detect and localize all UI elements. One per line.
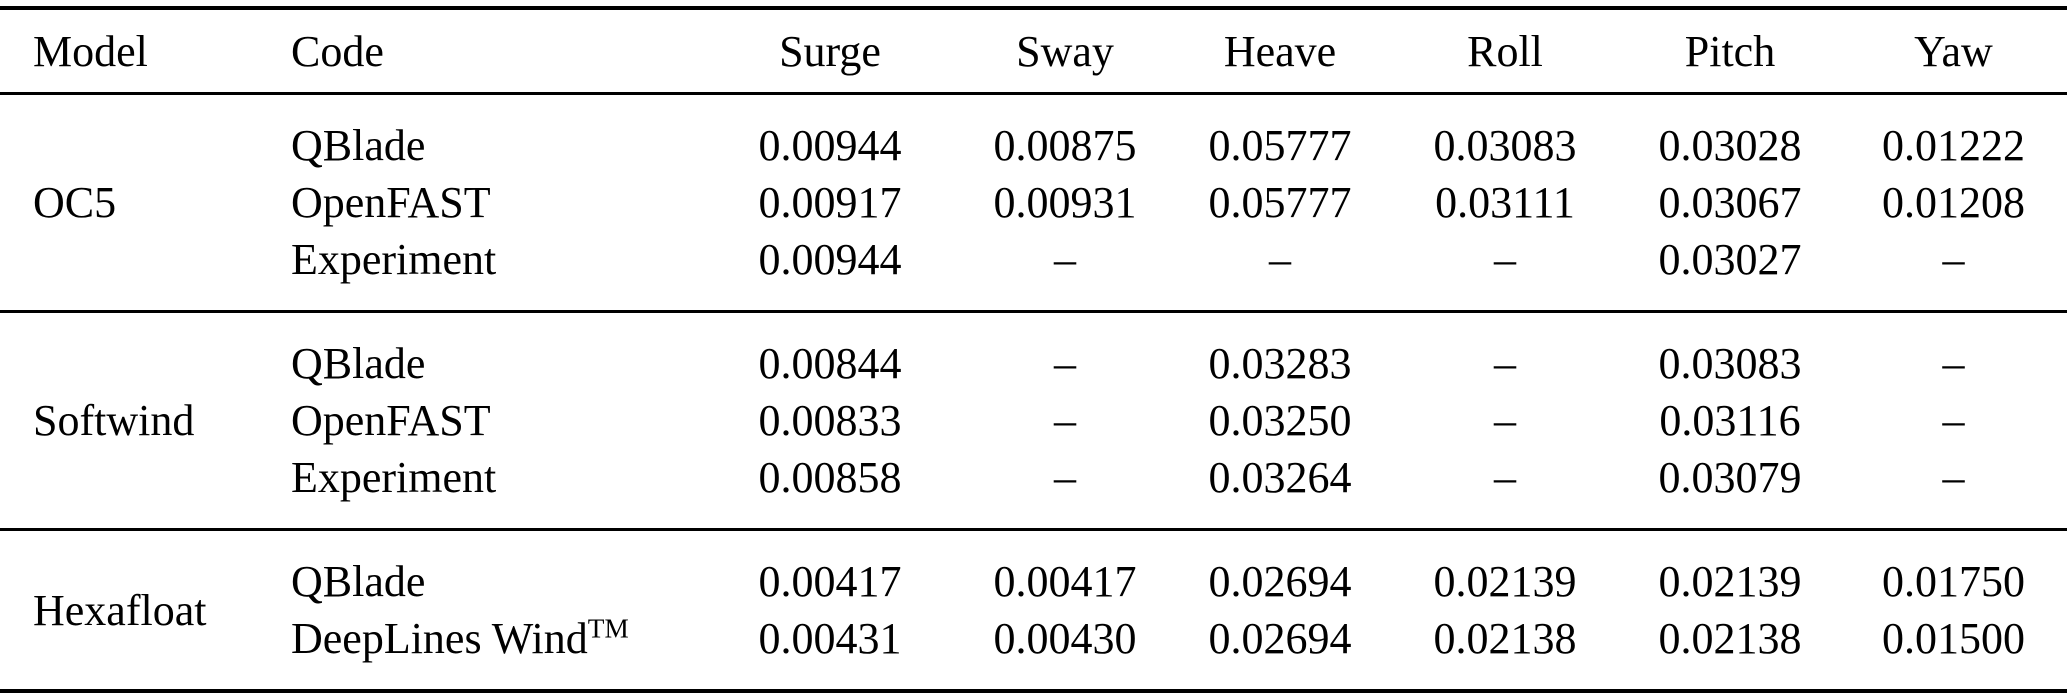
header-row: Model Code Surge Sway Heave Roll Pitch Y… — [0, 8, 2067, 94]
code-cell: Experiment — [291, 453, 497, 502]
value-cell-roll: – — [1494, 453, 1516, 502]
value-cell-pitch: 0.03067 — [1658, 178, 1802, 227]
value-cell-surge: 0.00431 — [758, 614, 902, 663]
value-cell-roll: 0.03111 — [1435, 178, 1575, 227]
model-cell: Softwind — [33, 396, 195, 445]
value-cell-sway: 0.00417 — [993, 557, 1137, 606]
column-header-heave: Heave — [1223, 26, 1337, 76]
model-cell: OC5 — [33, 178, 117, 227]
table-header: Model Code Surge Sway Heave Roll Pitch Y… — [0, 8, 2067, 94]
value-cell-yaw: – — [1942, 453, 1965, 502]
value-cell-surge: 0.00844 — [758, 339, 902, 388]
value-cell-roll: – — [1494, 339, 1516, 388]
code-label: DeepLines Wind — [291, 614, 588, 663]
value-cell-roll: 0.03083 — [1433, 121, 1577, 170]
value-cell-surge: 0.00944 — [758, 235, 902, 284]
value-cell-roll: 0.02138 — [1433, 614, 1577, 663]
column-header-roll: Roll — [1467, 26, 1543, 76]
group-oc5: OC5 QBlade 0.00944 0.00875 0.05777 0.030… — [0, 94, 2067, 312]
value-cell-surge: 0.00944 — [758, 121, 902, 170]
value-cell-yaw: – — [1942, 339, 1965, 388]
column-header-surge: Surge — [779, 26, 881, 76]
value-cell-heave: – — [1269, 235, 1291, 284]
value-cell-heave: 0.02694 — [1208, 557, 1352, 606]
value-cell-sway: 0.00875 — [993, 121, 1137, 170]
value-cell-yaw: 0.01222 — [1882, 121, 2025, 170]
value-cell-yaw: 0.01500 — [1882, 614, 2025, 663]
results-table: Model Code Surge Sway Heave Roll Pitch Y… — [0, 6, 2067, 693]
column-header-pitch: Pitch — [1684, 26, 1776, 76]
table-row: Softwind QBlade 0.00844 – 0.03283 – 0.03… — [0, 312, 2067, 445]
value-cell-pitch: 0.03028 — [1658, 121, 1802, 170]
value-cell-yaw: 0.01208 — [1882, 178, 2025, 227]
value-cell-pitch: 0.02139 — [1658, 557, 1802, 606]
value-cell-sway: – — [1054, 339, 1076, 388]
column-header-yaw: Yaw — [1914, 26, 1993, 76]
code-cell: Experiment — [291, 235, 497, 284]
value-cell-roll: – — [1494, 396, 1516, 445]
value-cell-sway: – — [1054, 235, 1076, 284]
code-cell: QBlade — [291, 121, 426, 170]
value-cell-yaw: – — [1942, 235, 1965, 284]
value-cell-heave: 0.03250 — [1208, 396, 1352, 445]
value-cell-heave: 0.05777 — [1208, 178, 1352, 227]
table-row: Experiment 0.00858 – 0.03264 – 0.03079 – — [0, 449, 2067, 530]
group-hexafloat: Hexafloat QBlade 0.00417 0.00417 0.02694… — [0, 530, 2067, 691]
column-header-sway: Sway — [1016, 26, 1114, 76]
value-cell-pitch: 0.02138 — [1658, 614, 1802, 663]
value-cell-heave: 0.03283 — [1208, 339, 1352, 388]
code-cell: DeepLines WindTM — [280, 610, 700, 691]
code-cell: QBlade — [291, 339, 426, 388]
code-cell: QBlade — [291, 557, 426, 606]
value-cell-pitch: 0.03116 — [1659, 396, 1801, 445]
value-cell-sway: 0.00931 — [993, 178, 1137, 227]
table-row: Hexafloat QBlade 0.00417 0.00417 0.02694… — [0, 530, 2067, 635]
value-cell-sway: – — [1054, 453, 1076, 502]
value-cell-sway: – — [1054, 396, 1076, 445]
group-softwind: Softwind QBlade 0.00844 – 0.03283 – 0.03… — [0, 312, 2067, 530]
column-header-code: Code — [291, 26, 384, 76]
value-cell-sway: 0.00430 — [993, 614, 1137, 663]
value-cell-pitch: 0.03083 — [1658, 339, 1802, 388]
value-cell-heave: 0.05777 — [1208, 121, 1352, 170]
value-cell-surge: 0.00417 — [758, 557, 902, 606]
trademark-superscript: TM — [587, 613, 629, 644]
table-row: DeepLines WindTM 0.00431 0.00430 0.02694… — [0, 610, 2067, 691]
value-cell-pitch: 0.03079 — [1658, 453, 1802, 502]
table-row: OpenFAST 0.00833 – 0.03250 – 0.03116 – — [0, 392, 2067, 449]
value-cell-yaw: 0.01750 — [1882, 557, 2025, 606]
value-cell-surge: 0.00917 — [758, 178, 902, 227]
table-row: OC5 QBlade 0.00944 0.00875 0.05777 0.030… — [0, 94, 2067, 227]
code-cell: OpenFAST — [291, 396, 491, 445]
value-cell-surge: 0.00833 — [758, 396, 902, 445]
code-cell: OpenFAST — [291, 178, 491, 227]
value-cell-pitch: 0.03027 — [1658, 235, 1802, 284]
table-row: OpenFAST 0.00917 0.00931 0.05777 0.03111… — [0, 174, 2067, 231]
value-cell-roll: 0.02139 — [1433, 557, 1577, 606]
value-cell-heave: 0.02694 — [1208, 614, 1352, 663]
value-cell-roll: – — [1494, 235, 1516, 284]
value-cell-surge: 0.00858 — [758, 453, 902, 502]
value-cell-yaw: – — [1942, 396, 1965, 445]
table-row: Experiment 0.00944 – – – 0.03027 – — [0, 231, 2067, 312]
model-cell: Hexafloat — [33, 585, 207, 635]
column-header-model: Model — [33, 26, 148, 76]
value-cell-heave: 0.03264 — [1208, 453, 1352, 502]
